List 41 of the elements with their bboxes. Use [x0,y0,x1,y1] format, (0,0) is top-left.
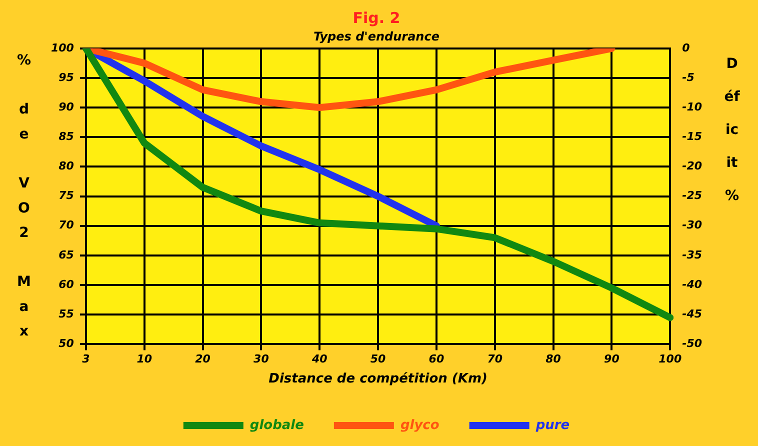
y-tick-label: 90 [58,100,74,114]
text: Déficit % [724,56,740,204]
y-tick-label: 80 [58,160,74,173]
y-tick-label: 50 [58,337,74,350]
x-tick-label: 40 [310,352,328,366]
y2-tick-label: -20 [682,160,702,173]
y-tick-label: 55 [58,307,74,320]
y2-tick-label: -35 [682,248,702,262]
legend-label: pure [534,418,570,433]
x-tick-label: 3 [82,352,90,366]
x-tick-label: 90 [604,352,620,366]
x-tick-label: 60 [428,352,444,366]
x-tick-label: 50 [370,352,386,366]
y2-tick-label: -5 [682,70,695,84]
y2-tick-label: -50 [682,337,702,350]
y2-tick-label: -10 [682,100,702,114]
legend-label: globale [250,418,304,433]
y-tick-label: 75 [58,189,74,202]
x-tick-label: 10 [136,352,152,366]
y2-tick-label: -15 [682,130,702,143]
y-tick-label: 85 [58,130,74,143]
y-tick-label: 70 [58,218,74,232]
x-axis-title: Distance de compétition (Km) [268,372,488,387]
y2-tick-label: 0 [682,41,690,54]
y2-tick-label: -30 [682,218,702,232]
y-tick-label: 65 [58,248,74,262]
y2-tick-label: -25 [682,189,702,202]
y-tick-label: 60 [58,278,74,291]
text: % de VO2 Max [16,52,32,340]
y-tick-label: 100 [50,41,74,54]
y2-tick-label: -40 [682,278,702,291]
x-tick-label: 30 [254,352,270,366]
y2-tick-label: -45 [682,307,702,320]
x-tick-label: 80 [546,352,562,366]
x-tick-label: 20 [195,352,211,366]
chart-title: Fig. 2 [352,8,400,27]
x-tick-label: 70 [487,352,503,366]
y-tick-label: 95 [58,70,74,84]
legend-label: glyco [400,418,440,433]
chart-subtitle: Types d'endurance [314,29,440,44]
x-tick-label: 100 [658,352,682,366]
